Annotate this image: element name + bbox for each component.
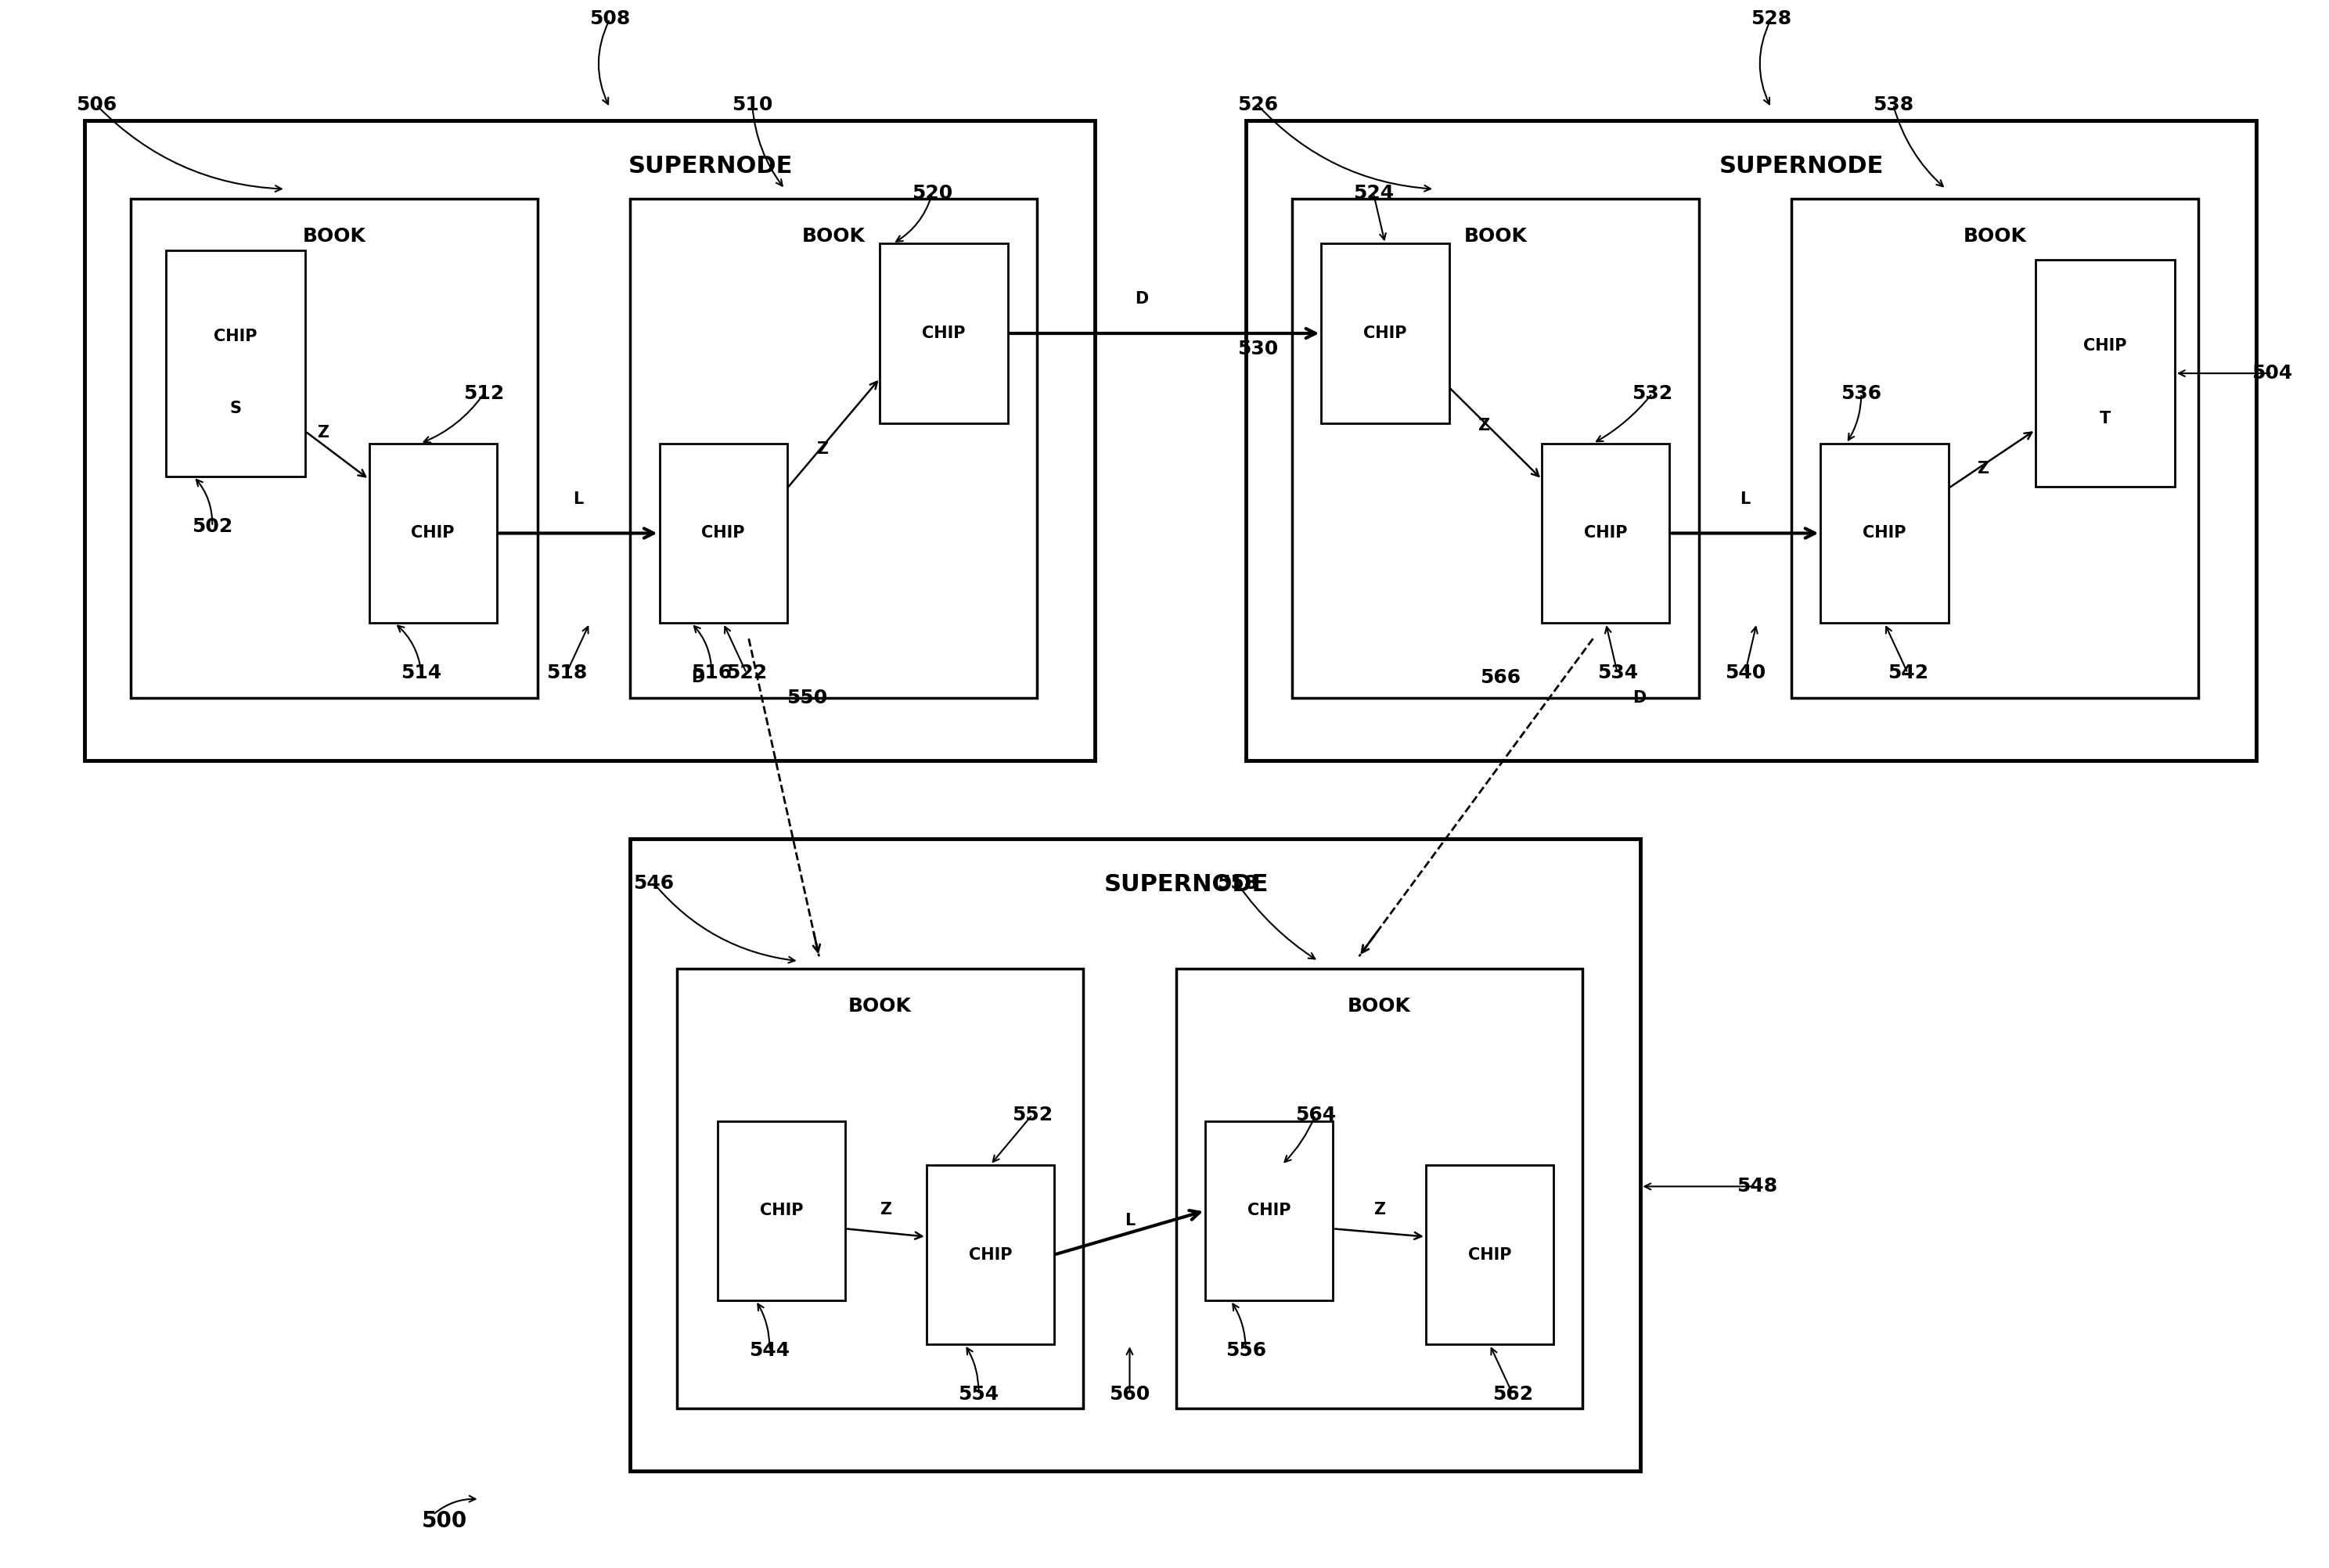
Text: 516: 516 (692, 663, 731, 682)
Text: 510: 510 (731, 96, 773, 114)
Text: SUPERNODE: SUPERNODE (1719, 155, 1884, 177)
Text: Z: Z (880, 1201, 892, 1217)
FancyBboxPatch shape (1321, 243, 1449, 423)
Text: Z: Z (1374, 1201, 1386, 1217)
Text: 552: 552 (1011, 1105, 1053, 1124)
Text: SUPERNODE: SUPERNODE (629, 155, 794, 177)
Text: SUPERNODE: SUPERNODE (1104, 873, 1269, 895)
FancyBboxPatch shape (1176, 969, 1581, 1408)
Text: 514: 514 (401, 663, 443, 682)
Text: 534: 534 (1598, 663, 1637, 682)
Text: BOOK: BOOK (1348, 997, 1411, 1016)
Text: 526: 526 (1237, 96, 1279, 114)
Text: D: D (1134, 292, 1148, 307)
Text: 520: 520 (913, 183, 953, 202)
Text: 564: 564 (1295, 1105, 1337, 1124)
FancyBboxPatch shape (368, 444, 496, 622)
FancyBboxPatch shape (631, 839, 1640, 1471)
Text: CHIP: CHIP (214, 328, 256, 343)
Text: BOOK: BOOK (303, 226, 366, 245)
FancyBboxPatch shape (1791, 199, 2199, 698)
FancyBboxPatch shape (678, 969, 1083, 1408)
FancyBboxPatch shape (1246, 121, 2257, 760)
Text: 512: 512 (463, 384, 505, 403)
Text: 524: 524 (1353, 183, 1395, 202)
Text: 506: 506 (77, 96, 116, 114)
Text: CHIP: CHIP (1863, 525, 1905, 541)
FancyBboxPatch shape (1204, 1121, 1332, 1300)
Text: 518: 518 (545, 663, 587, 682)
Text: Z: Z (815, 441, 827, 456)
Text: S: S (231, 401, 242, 417)
Text: CHIP: CHIP (969, 1247, 1013, 1262)
Text: 554: 554 (957, 1385, 999, 1403)
Text: CHIP: CHIP (1584, 525, 1628, 541)
Text: 502: 502 (191, 517, 233, 536)
FancyBboxPatch shape (84, 121, 1095, 760)
Text: CHIP: CHIP (701, 525, 745, 541)
FancyBboxPatch shape (1542, 444, 1670, 622)
Text: 538: 538 (1873, 96, 1914, 114)
Text: Z: Z (1479, 417, 1491, 433)
Text: 536: 536 (1840, 384, 1882, 403)
FancyBboxPatch shape (1425, 1165, 1553, 1344)
Text: 500: 500 (422, 1510, 468, 1532)
Text: CHIP: CHIP (2084, 339, 2126, 354)
FancyBboxPatch shape (659, 444, 787, 622)
Text: 530: 530 (1237, 340, 1279, 359)
Text: CHIP: CHIP (759, 1203, 804, 1218)
Text: BOOK: BOOK (1963, 226, 2026, 245)
Text: CHIP: CHIP (922, 326, 967, 342)
Text: 566: 566 (1479, 668, 1521, 687)
Text: L: L (1125, 1212, 1134, 1228)
Text: T: T (2098, 411, 2110, 426)
FancyBboxPatch shape (880, 243, 1008, 423)
FancyBboxPatch shape (927, 1165, 1055, 1344)
Text: D: D (1633, 690, 1647, 706)
FancyBboxPatch shape (165, 251, 305, 477)
Text: 522: 522 (727, 663, 766, 682)
Text: 548: 548 (1737, 1178, 1777, 1196)
Text: CHIP: CHIP (1362, 326, 1407, 342)
Text: 546: 546 (633, 873, 673, 892)
Text: CHIP: CHIP (1467, 1247, 1512, 1262)
Text: D: D (692, 670, 703, 685)
Text: BOOK: BOOK (1465, 226, 1528, 245)
Text: Z: Z (1977, 461, 1989, 477)
Text: 556: 556 (1225, 1341, 1267, 1359)
Text: 558: 558 (1216, 873, 1258, 892)
Text: 542: 542 (1886, 663, 1928, 682)
Text: 540: 540 (1726, 663, 1765, 682)
Text: 544: 544 (750, 1341, 790, 1359)
Text: 560: 560 (1109, 1385, 1151, 1403)
FancyBboxPatch shape (1293, 199, 1698, 698)
Text: BOOK: BOOK (848, 997, 911, 1016)
Text: 508: 508 (589, 9, 631, 28)
FancyBboxPatch shape (631, 199, 1036, 698)
Text: L: L (1740, 491, 1751, 506)
Text: CHIP: CHIP (1248, 1203, 1290, 1218)
FancyBboxPatch shape (2036, 260, 2175, 486)
FancyBboxPatch shape (717, 1121, 845, 1300)
Text: 532: 532 (1633, 384, 1672, 403)
Text: L: L (573, 491, 582, 506)
Text: 550: 550 (787, 688, 827, 707)
Text: CHIP: CHIP (412, 525, 454, 541)
Text: 504: 504 (2252, 364, 2292, 383)
Text: BOOK: BOOK (801, 226, 864, 245)
Text: 528: 528 (1751, 9, 1791, 28)
FancyBboxPatch shape (1821, 444, 1949, 622)
Text: Z: Z (317, 425, 328, 441)
Text: 562: 562 (1493, 1385, 1532, 1403)
FancyBboxPatch shape (130, 199, 538, 698)
